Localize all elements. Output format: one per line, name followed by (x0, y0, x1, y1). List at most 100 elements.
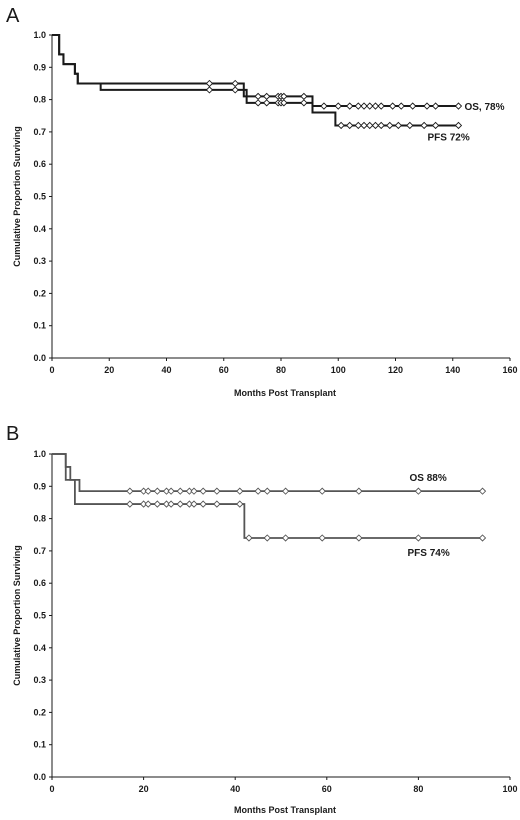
x-tick-label: 80 (276, 365, 286, 375)
y-tick-label: 0.7 (33, 546, 46, 556)
y-tick-label: 0.0 (33, 353, 46, 363)
censor-mark (355, 534, 363, 542)
x-tick-label: 60 (219, 365, 229, 375)
censor-mark (144, 500, 152, 508)
x-tick-label: 0 (49, 784, 54, 794)
x-tick-label: 80 (413, 784, 423, 794)
x-tick-label: 140 (445, 365, 460, 375)
censor-mark (406, 121, 414, 130)
censor-mark (281, 487, 290, 495)
censor-mark (144, 487, 152, 495)
censor-mark (355, 487, 363, 495)
censor-mark (254, 99, 262, 107)
x-tick-label: 100 (502, 784, 517, 794)
y-tick-label: 0.1 (33, 321, 46, 331)
series-pfs: PFS 72% (52, 34, 470, 143)
censor-mark (167, 500, 175, 508)
censor-mark (176, 487, 184, 495)
x-axis-title: Months Post Transplant (234, 805, 336, 815)
censor-mark (397, 102, 405, 110)
censor-mark (231, 86, 239, 94)
censor-mark (454, 102, 463, 110)
y-tick-label: 0.9 (33, 481, 46, 491)
censor-mark (414, 487, 423, 495)
x-tick-label: 40 (230, 784, 240, 794)
censor-mark (386, 121, 394, 130)
y-tick-label: 1.0 (33, 30, 46, 40)
x-axis-title: Months Post Transplant (234, 388, 336, 398)
y-tick-label: 0.5 (33, 192, 46, 202)
censor-mark (377, 102, 385, 110)
series-label: PFS 74% (408, 548, 450, 559)
censor-mark (346, 121, 354, 130)
censor-mark (153, 487, 161, 495)
censor-mark (236, 500, 244, 508)
censor-mark (377, 121, 385, 130)
x-tick-label: 0 (49, 365, 54, 375)
y-tick-label: 0.7 (33, 127, 46, 137)
censor-mark (205, 86, 214, 94)
censor-mark (167, 487, 175, 495)
censor-mark (263, 92, 271, 101)
survival-curve-line (52, 453, 483, 539)
panel-a: A 0.0 0.1 0.2 0.3 0.4 0.5 0.6 0.7 0.8 0.9 1.0 0 20 40 6… (6, 5, 518, 398)
series-label: OS, 78% (464, 102, 504, 113)
survival-curve-line (52, 34, 459, 127)
y-tick-label: 0.3 (33, 675, 46, 685)
censor-mark (409, 102, 417, 110)
y-tick-label: 0.6 (33, 159, 46, 169)
censor-mark (431, 121, 440, 130)
y-tick-label: 0.8 (33, 95, 46, 105)
censor-mark (454, 121, 463, 130)
censor-mark (254, 487, 262, 495)
censor-mark (300, 92, 308, 101)
censor-mark (199, 500, 207, 508)
censor-mark (263, 99, 271, 107)
y-tick-label: 0.9 (33, 62, 46, 72)
censor-mark (334, 102, 342, 110)
x-tick-label: 60 (322, 784, 332, 794)
censor-mark (423, 102, 431, 110)
censor-mark (199, 487, 207, 495)
censor-mark (300, 99, 308, 107)
censor-mark (176, 500, 184, 508)
y-tick-label: 0.4 (33, 643, 46, 653)
censor-mark (478, 534, 487, 542)
censor-mark (318, 487, 326, 495)
censor-mark (205, 79, 214, 88)
y-tick-label: 0.0 (33, 772, 46, 782)
panel-label: A (6, 5, 20, 27)
censor-mark (190, 500, 198, 508)
censor-mark (478, 487, 487, 495)
series-pfs: PFS 74% (52, 453, 487, 559)
censor-mark (414, 534, 423, 542)
censor-mark (337, 121, 345, 130)
censor-mark (320, 102, 328, 110)
x-tick-label: 120 (388, 365, 403, 375)
y-axis-title: Cumulative Proportion Surviving (12, 545, 22, 686)
censor-mark (245, 534, 253, 542)
panel-label: B (6, 423, 19, 445)
x-tick-label: 20 (139, 784, 149, 794)
y-tick-label: 0.2 (33, 288, 46, 298)
series-os: OS, 78% (52, 34, 505, 113)
censor-mark (280, 99, 288, 107)
y-axis-title: Cumulative Proportion Surviving (12, 126, 22, 267)
y-tick-label: 0.6 (33, 578, 46, 588)
censor-mark (389, 102, 397, 110)
x-tick-label: 20 (104, 365, 114, 375)
x-tick-label: 160 (502, 365, 517, 375)
censor-mark (236, 487, 244, 495)
censor-mark (153, 500, 161, 508)
censor-mark (190, 487, 198, 495)
y-tick-label: 0.2 (33, 707, 46, 717)
censor-mark (431, 102, 440, 110)
censor-mark (318, 534, 326, 542)
censor-mark (263, 534, 271, 542)
series-label: OS 88% (410, 473, 447, 484)
y-tick-label: 0.5 (33, 611, 46, 621)
series-os: OS 88% (52, 453, 487, 495)
y-tick-label: 0.8 (33, 514, 46, 524)
censor-mark (280, 92, 288, 101)
